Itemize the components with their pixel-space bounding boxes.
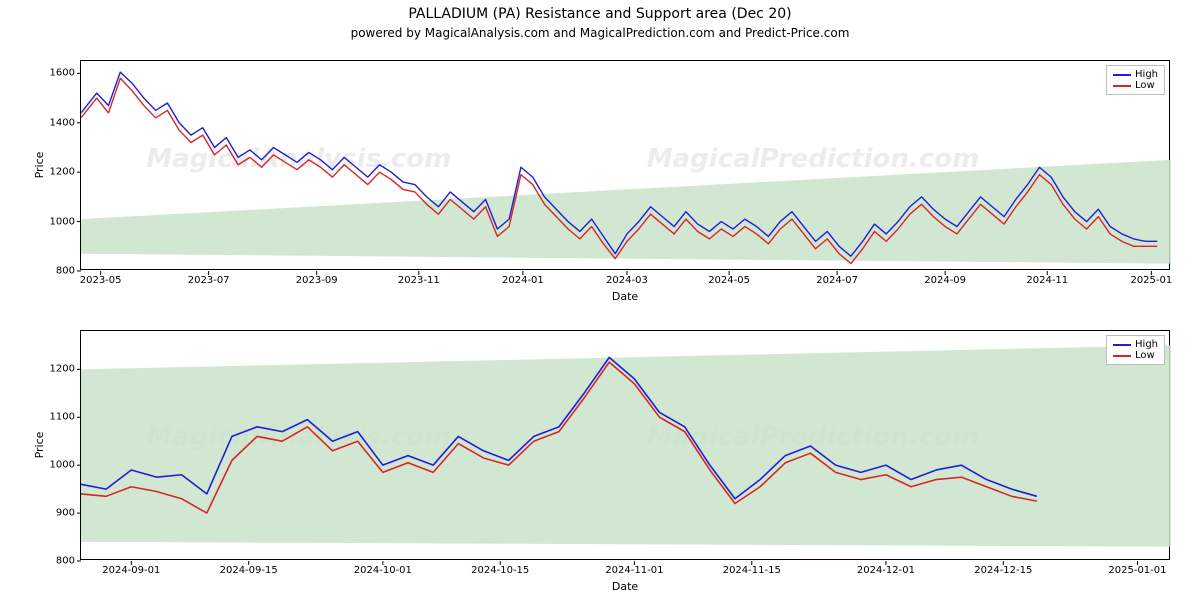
ytick: 1600 — [50, 68, 81, 79]
ytick: 800 — [56, 266, 81, 277]
chart-title: PALLADIUM (PA) Resistance and Support ar… — [0, 0, 1200, 22]
top-xlabel: Date — [612, 290, 638, 303]
top-chart-panel: MagicalAnalysis.com MagicalPrediction.co… — [80, 60, 1170, 270]
xtick: 2024-07 — [816, 269, 858, 286]
xtick: 2025-01-01 — [1108, 559, 1166, 576]
ytick: 1400 — [50, 117, 81, 128]
top-ylabel: Price — [33, 152, 46, 179]
figure: PALLADIUM (PA) Resistance and Support ar… — [0, 0, 1200, 600]
xtick: 2024-09-15 — [220, 559, 278, 576]
ytick: 1200 — [50, 364, 81, 375]
ytick: 1200 — [50, 167, 81, 178]
xtick: 2024-01 — [502, 269, 544, 286]
ytick: 900 — [56, 508, 81, 519]
xtick: 2024-09-01 — [102, 559, 160, 576]
xtick: 2024-10-15 — [471, 559, 529, 576]
xtick: 2024-03 — [606, 269, 648, 286]
bottom-chart-svg — [81, 331, 1169, 559]
legend-swatch-low-2 — [1113, 355, 1131, 357]
legend-row-high: High — [1113, 69, 1158, 80]
xtick: 2024-11-01 — [605, 559, 663, 576]
xtick: 2024-11 — [1026, 269, 1068, 286]
xtick: 2024-12-15 — [974, 559, 1032, 576]
legend-high-label-2: High — [1135, 339, 1158, 350]
legend-swatch-high-2 — [1113, 344, 1131, 346]
xtick: 2023-05 — [80, 269, 122, 286]
legend-swatch-low — [1113, 85, 1131, 87]
legend-high-label: High — [1135, 69, 1158, 80]
ytick: 1100 — [50, 412, 81, 423]
top-chart-svg — [81, 61, 1169, 269]
xtick: 2023-09 — [296, 269, 338, 286]
chart-subtitle: powered by MagicalAnalysis.com and Magic… — [0, 22, 1200, 40]
ytick: 800 — [56, 556, 81, 567]
legend-row-high-2: High — [1113, 339, 1158, 350]
bottom-ylabel: Price — [33, 432, 46, 459]
ytick: 1000 — [50, 216, 81, 227]
bottom-legend: High Low — [1106, 335, 1165, 365]
xtick: 2023-07 — [188, 269, 230, 286]
xtick: 2024-09 — [924, 269, 966, 286]
legend-low-label-2: Low — [1135, 350, 1155, 361]
xtick: 2025-01 — [1130, 269, 1172, 286]
legend-low-label: Low — [1135, 80, 1155, 91]
top-legend: High Low — [1106, 65, 1165, 95]
legend-row-low: Low — [1113, 80, 1158, 91]
xtick: 2024-05 — [708, 269, 750, 286]
xtick: 2024-11-15 — [723, 559, 781, 576]
bottom-chart-panel: MagicalAnalysis.com MagicalPrediction.co… — [80, 330, 1170, 560]
bottom-xlabel: Date — [612, 580, 638, 593]
xtick: 2024-10-01 — [354, 559, 412, 576]
ytick: 1000 — [50, 460, 81, 471]
xtick: 2024-12-01 — [857, 559, 915, 576]
legend-row-low-2: Low — [1113, 350, 1158, 361]
legend-swatch-high — [1113, 74, 1131, 76]
xtick: 2023-11 — [398, 269, 440, 286]
